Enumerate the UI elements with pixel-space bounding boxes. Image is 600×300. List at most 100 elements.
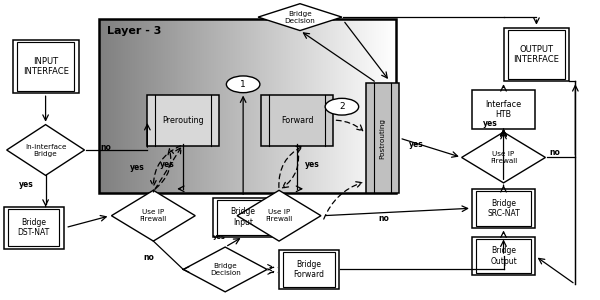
- Bar: [302, 19, 304, 193]
- Bar: [248, 19, 249, 193]
- Text: In-interface
Bridge: In-interface Bridge: [25, 143, 67, 157]
- Bar: [140, 19, 142, 193]
- Bar: [251, 19, 252, 193]
- Bar: [312, 19, 313, 193]
- Bar: [316, 19, 317, 193]
- Bar: [187, 19, 188, 193]
- Bar: [196, 19, 198, 193]
- Bar: [152, 19, 154, 193]
- Bar: [321, 19, 322, 193]
- Bar: [230, 19, 232, 193]
- Bar: [286, 19, 288, 193]
- Bar: [115, 19, 117, 193]
- Bar: [315, 19, 316, 193]
- Bar: [326, 19, 328, 193]
- Bar: [147, 19, 148, 193]
- Bar: [148, 19, 149, 193]
- Bar: [503, 28, 569, 81]
- Text: no: no: [100, 142, 111, 152]
- Bar: [276, 19, 278, 193]
- Bar: [127, 19, 129, 193]
- Bar: [472, 90, 535, 129]
- Bar: [146, 19, 148, 193]
- Bar: [395, 19, 397, 193]
- Bar: [164, 19, 165, 193]
- Bar: [272, 19, 274, 193]
- Bar: [199, 19, 201, 193]
- Bar: [134, 19, 136, 193]
- Bar: [101, 19, 103, 193]
- Bar: [218, 19, 220, 193]
- Text: 2: 2: [339, 102, 345, 111]
- Bar: [355, 19, 357, 193]
- Bar: [472, 189, 535, 228]
- Bar: [234, 19, 235, 193]
- Bar: [278, 19, 280, 193]
- Bar: [176, 19, 177, 193]
- Bar: [289, 19, 290, 193]
- Bar: [159, 19, 160, 193]
- Bar: [145, 19, 146, 193]
- Text: Bridge
DST-NAT: Bridge DST-NAT: [17, 218, 50, 237]
- Bar: [281, 19, 283, 193]
- Text: Bridge
Forward: Bridge Forward: [293, 260, 325, 279]
- Bar: [343, 19, 344, 193]
- Bar: [106, 19, 108, 193]
- Text: yes: yes: [305, 160, 319, 169]
- Bar: [287, 19, 289, 193]
- Bar: [128, 19, 130, 193]
- Bar: [176, 19, 178, 193]
- Bar: [229, 19, 230, 193]
- Bar: [195, 19, 197, 193]
- Bar: [175, 19, 176, 193]
- Text: yes: yes: [213, 234, 226, 240]
- Bar: [306, 19, 307, 193]
- Bar: [262, 19, 263, 193]
- Bar: [268, 19, 269, 193]
- Bar: [116, 19, 118, 193]
- Bar: [360, 19, 362, 193]
- Bar: [320, 19, 322, 193]
- Bar: [157, 19, 158, 193]
- Bar: [100, 19, 101, 193]
- Bar: [254, 19, 256, 193]
- Bar: [253, 19, 254, 193]
- Bar: [143, 19, 145, 193]
- Bar: [359, 19, 361, 193]
- Bar: [235, 19, 236, 193]
- Bar: [8, 209, 59, 247]
- Bar: [207, 19, 209, 193]
- Bar: [389, 19, 391, 193]
- Bar: [221, 19, 223, 193]
- Bar: [271, 19, 273, 193]
- Bar: [291, 19, 293, 193]
- Bar: [139, 19, 140, 193]
- Bar: [268, 19, 270, 193]
- Bar: [377, 19, 379, 193]
- Bar: [358, 19, 360, 193]
- Bar: [349, 19, 351, 193]
- Bar: [304, 19, 305, 193]
- Bar: [332, 19, 334, 193]
- Bar: [392, 19, 394, 193]
- Bar: [334, 19, 335, 193]
- Bar: [387, 19, 388, 193]
- Bar: [326, 19, 327, 193]
- Text: Bridge
Output: Bridge Output: [490, 246, 517, 266]
- Bar: [17, 42, 74, 91]
- Bar: [240, 19, 241, 193]
- Bar: [135, 19, 137, 193]
- Bar: [311, 19, 313, 193]
- Bar: [391, 19, 392, 193]
- Bar: [259, 19, 260, 193]
- Bar: [279, 19, 281, 193]
- Polygon shape: [112, 190, 195, 241]
- Bar: [161, 19, 162, 193]
- Text: yes: yes: [19, 180, 34, 189]
- Bar: [167, 19, 168, 193]
- Bar: [343, 19, 345, 193]
- Bar: [394, 19, 395, 193]
- Bar: [216, 19, 218, 193]
- Bar: [309, 19, 310, 193]
- Bar: [384, 19, 386, 193]
